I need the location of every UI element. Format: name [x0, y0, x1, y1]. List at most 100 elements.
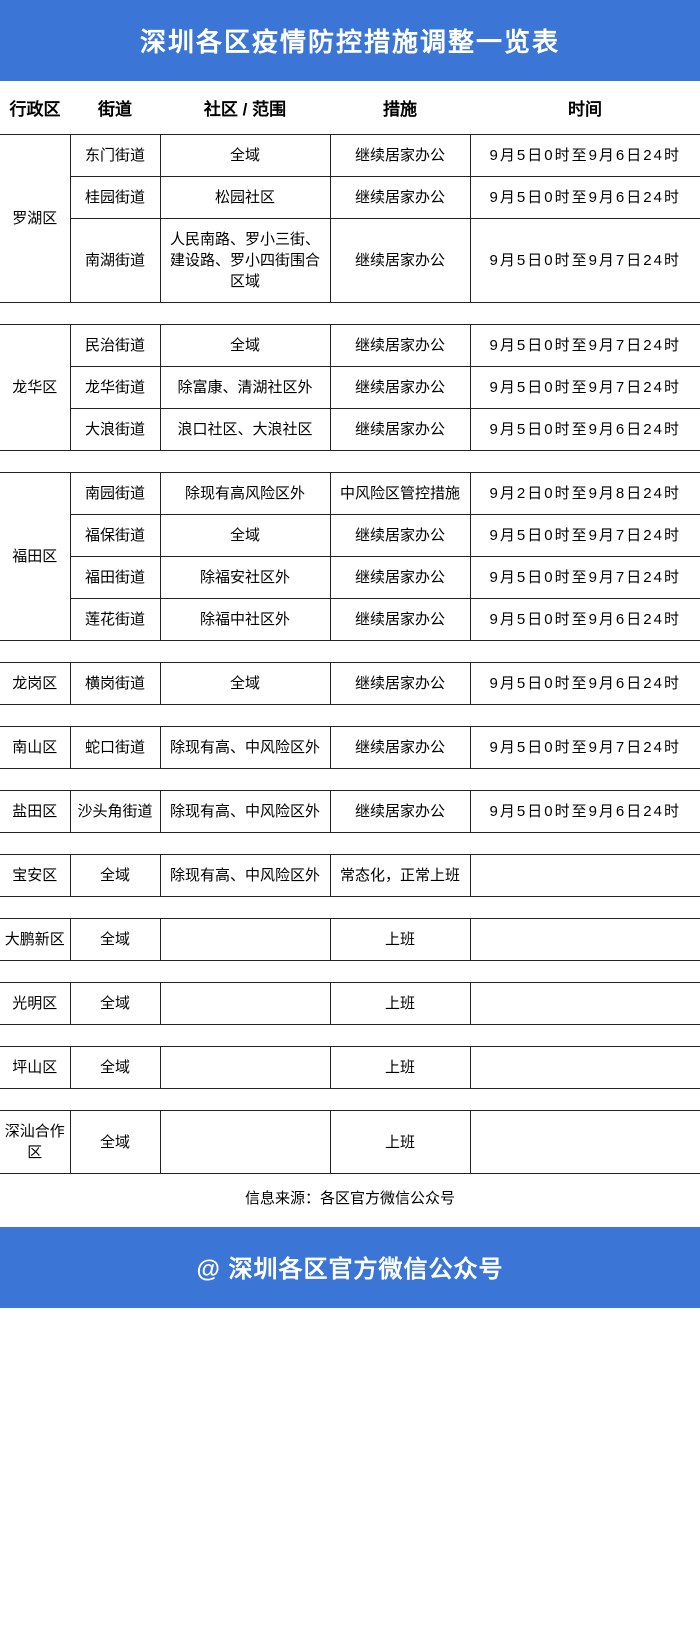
cell-time: 9月5日0时至9月6日24时: [470, 177, 700, 219]
cell-street: 桂园街道: [70, 177, 160, 219]
spacer-row: [0, 961, 700, 983]
table-row: 莲花街道除福中社区外继续居家办公9月5日0时至9月6日24时: [0, 599, 700, 641]
source-row: 信息来源：各区官方微信公众号: [0, 1174, 700, 1228]
table-row: 福保街道全域继续居家办公9月5日0时至9月7日24时: [0, 515, 700, 557]
cell-district: 福田区: [0, 473, 70, 641]
table-row: 罗湖区东门街道全域继续居家办公9月5日0时至9月6日24时: [0, 135, 700, 177]
col-district: 行政区: [0, 81, 70, 135]
page-title: 深圳各区疫情防控措施调整一览表: [0, 0, 700, 81]
cell-time: 9月5日0时至9月6日24时: [470, 135, 700, 177]
cell-time: 9月5日0时至9月6日24时: [470, 599, 700, 641]
col-scope: 社区 / 范围: [160, 81, 330, 135]
table-row: 宝安区全域除现有高、中风险区外常态化，正常上班: [0, 855, 700, 897]
measures-table: 行政区 街道 社区 / 范围 措施 时间 罗湖区东门街道全域继续居家办公9月5日…: [0, 81, 700, 1227]
cell-measure: 继续居家办公: [330, 409, 470, 451]
cell-street: 全域: [70, 1047, 160, 1089]
cell-district: 深汕合作区: [0, 1111, 70, 1174]
cell-time: 9月5日0时至9月7日24时: [470, 515, 700, 557]
table-row: 坪山区全域上班: [0, 1047, 700, 1089]
cell-street: 横岗街道: [70, 663, 160, 705]
cell-district: 大鹏新区: [0, 919, 70, 961]
cell-scope: 除现有高、中风险区外: [160, 855, 330, 897]
spacer-row: [0, 705, 700, 727]
cell-street: 福保街道: [70, 515, 160, 557]
spacer-row: [0, 833, 700, 855]
cell-scope: 浪口社区、大浪社区: [160, 409, 330, 451]
cell-district: 罗湖区: [0, 135, 70, 303]
cell-scope: 松园社区: [160, 177, 330, 219]
cell-time: [470, 1047, 700, 1089]
cell-time: [470, 919, 700, 961]
cell-scope: [160, 919, 330, 961]
cell-street: 蛇口街道: [70, 727, 160, 769]
table-row: 龙华区民治街道全域继续居家办公9月5日0时至9月7日24时: [0, 325, 700, 367]
cell-time: [470, 1111, 700, 1174]
cell-measure: 中风险区管控措施: [330, 473, 470, 515]
cell-time: [470, 983, 700, 1025]
cell-district: 坪山区: [0, 1047, 70, 1089]
cell-scope: 全域: [160, 135, 330, 177]
col-street: 街道: [70, 81, 160, 135]
cell-measure: 上班: [330, 983, 470, 1025]
cell-district: 龙岗区: [0, 663, 70, 705]
cell-street: 全域: [70, 919, 160, 961]
cell-measure: 继续居家办公: [330, 557, 470, 599]
cell-scope: 除现有高、中风险区外: [160, 727, 330, 769]
table-row: 光明区全域上班: [0, 983, 700, 1025]
spacer-row: [0, 641, 700, 663]
table-row: 盐田区沙头角街道除现有高、中风险区外继续居家办公9月5日0时至9月6日24时: [0, 791, 700, 833]
cell-street: 沙头角街道: [70, 791, 160, 833]
cell-street: 大浪街道: [70, 409, 160, 451]
cell-district: 南山区: [0, 727, 70, 769]
cell-street: 南湖街道: [70, 219, 160, 303]
table-row: 福田区南园街道除现有高风险区外中风险区管控措施9月2日0时至9月8日24时: [0, 473, 700, 515]
table-row: 大鹏新区全域上班: [0, 919, 700, 961]
cell-time: [470, 855, 700, 897]
spacer-row: [0, 769, 700, 791]
spacer-row: [0, 1025, 700, 1047]
cell-measure: 上班: [330, 1111, 470, 1174]
cell-scope: 全域: [160, 515, 330, 557]
cell-measure: 继续居家办公: [330, 727, 470, 769]
source-label: 信息来源：各区官方微信公众号: [0, 1174, 700, 1228]
cell-street: 龙华街道: [70, 367, 160, 409]
cell-measure: 继续居家办公: [330, 515, 470, 557]
cell-scope: 除福安社区外: [160, 557, 330, 599]
cell-measure: 继续居家办公: [330, 663, 470, 705]
table-row: 南湖街道人民南路、罗小三街、建设路、罗小四街围合区域继续居家办公9月5日0时至9…: [0, 219, 700, 303]
cell-district: 宝安区: [0, 855, 70, 897]
cell-district: 龙华区: [0, 325, 70, 451]
cell-scope: 全域: [160, 325, 330, 367]
cell-time: 9月5日0时至9月6日24时: [470, 791, 700, 833]
cell-measure: 常态化，正常上班: [330, 855, 470, 897]
cell-district: 盐田区: [0, 791, 70, 833]
spacer-row: [0, 1089, 700, 1111]
table-row: 南山区蛇口街道除现有高、中风险区外继续居家办公9月5日0时至9月7日24时: [0, 727, 700, 769]
table-row: 桂园街道松园社区继续居家办公9月5日0时至9月6日24时: [0, 177, 700, 219]
cell-measure: 继续居家办公: [330, 791, 470, 833]
cell-measure: 继续居家办公: [330, 177, 470, 219]
cell-measure: 继续居家办公: [330, 135, 470, 177]
spacer-row: [0, 897, 700, 919]
cell-time: 9月2日0时至9月8日24时: [470, 473, 700, 515]
cell-street: 全域: [70, 1111, 160, 1174]
col-measure: 措施: [330, 81, 470, 135]
cell-time: 9月5日0时至9月7日24时: [470, 367, 700, 409]
cell-time: 9月5日0时至9月7日24时: [470, 325, 700, 367]
cell-scope: 除现有高风险区外: [160, 473, 330, 515]
col-time: 时间: [470, 81, 700, 135]
cell-scope: 除富康、清湖社区外: [160, 367, 330, 409]
table-row: 龙华街道除富康、清湖社区外继续居家办公9月5日0时至9月7日24时: [0, 367, 700, 409]
footer-attribution: @ 深圳各区官方微信公众号: [0, 1227, 700, 1308]
cell-measure: 继续居家办公: [330, 219, 470, 303]
table-header-row: 行政区 街道 社区 / 范围 措施 时间: [0, 81, 700, 135]
cell-district: 光明区: [0, 983, 70, 1025]
cell-street: 福田街道: [70, 557, 160, 599]
cell-street: 全域: [70, 855, 160, 897]
cell-measure: 继续居家办公: [330, 325, 470, 367]
table-row: 福田街道除福安社区外继续居家办公9月5日0时至9月7日24时: [0, 557, 700, 599]
cell-scope: 除福中社区外: [160, 599, 330, 641]
table-row: 深汕合作区全域 上班: [0, 1111, 700, 1174]
table-row: 龙岗区横岗街道全域继续居家办公9月5日0时至9月6日24时: [0, 663, 700, 705]
cell-time: 9月5日0时至9月7日24时: [470, 557, 700, 599]
